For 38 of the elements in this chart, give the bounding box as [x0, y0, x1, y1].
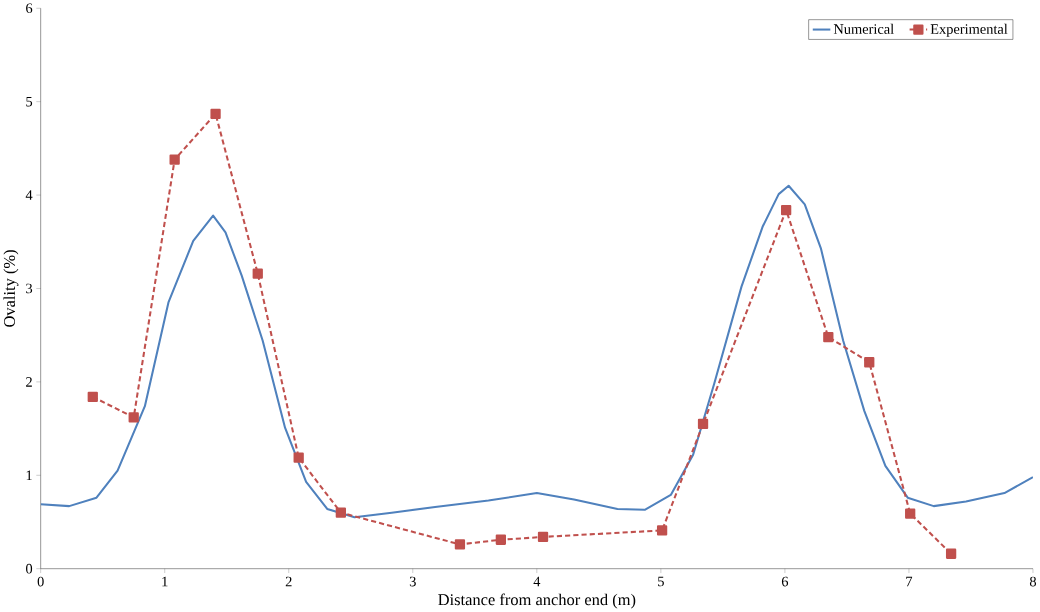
point — [905, 508, 916, 519]
point — [697, 418, 709, 430]
point — [537, 531, 549, 543]
point — [656, 525, 668, 536]
x-axis-title: Distance from anchor end (m) — [438, 593, 636, 609]
point — [781, 204, 792, 216]
point — [335, 507, 346, 518]
x-tick-label: 6 — [781, 576, 789, 587]
point — [495, 534, 506, 545]
y-tick-label: 5 — [26, 96, 33, 107]
x-tick-label: 3 — [409, 576, 416, 587]
y-tick-label: 3 — [26, 283, 33, 294]
point — [864, 357, 875, 368]
point — [945, 548, 957, 559]
y-tick-label: 2 — [26, 377, 32, 387]
line-series — [40, 184, 1033, 519]
y-tick-label: 4 — [25, 190, 33, 200]
point — [293, 452, 304, 463]
legend-label: Numerical — [833, 23, 894, 34]
point — [823, 331, 834, 343]
point — [128, 412, 139, 423]
x-tick-label: 1 — [162, 576, 168, 587]
point — [454, 539, 466, 550]
x-tick-label: 8 — [1029, 576, 1037, 587]
x-tick-label: 2 — [285, 576, 292, 587]
x-tick-label: 0 — [37, 576, 44, 587]
x-tick-label: 7 — [906, 576, 913, 587]
y-tick-label: 6 — [26, 3, 33, 14]
y-tick-label: 1 — [26, 470, 32, 481]
legend-label: Experimental — [930, 23, 1008, 37]
point — [87, 391, 98, 402]
point — [169, 154, 180, 165]
x-tick-label: 4 — [533, 576, 541, 587]
y-tick-label: 0 — [26, 563, 33, 574]
y-axis-title: Ovality (%) — [3, 250, 19, 327]
point — [252, 268, 263, 279]
point — [210, 108, 221, 119]
x-tick-label: 5 — [658, 576, 664, 587]
